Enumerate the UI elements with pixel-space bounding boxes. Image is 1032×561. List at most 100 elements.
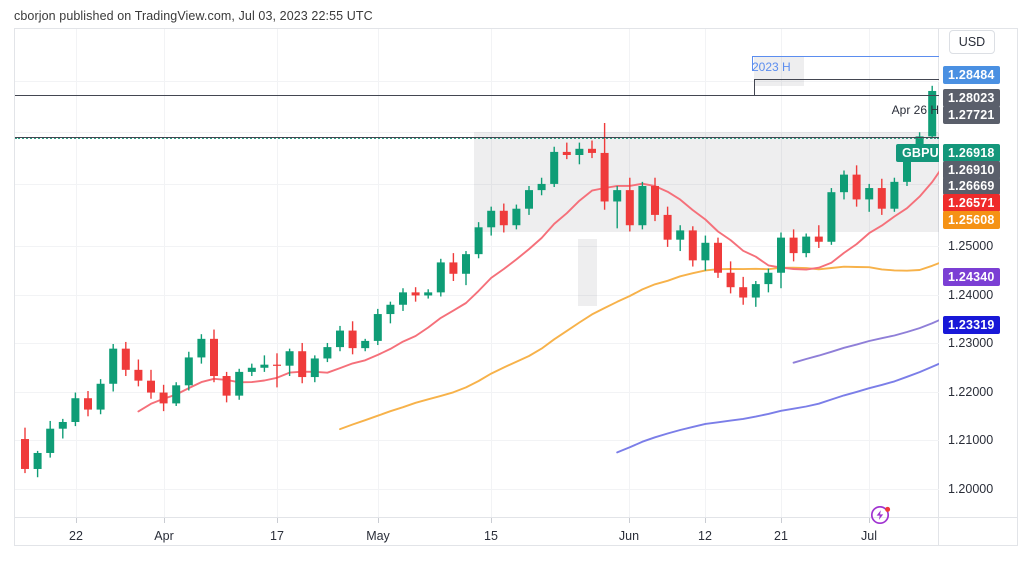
time-tick-15: 15 [484,529,498,543]
price-pill-2023-high[interactable]: 1.28484 [943,66,1000,84]
price-axis[interactable]: 1.25000 1.24000 1.23000 1.22000 1.21000 1.200… [940,29,1032,517]
candle-up [386,304,395,315]
candle-up [373,314,382,341]
candle-up [462,254,470,274]
2023-high-ray-tick [752,55,753,72]
time-tick-mark [705,518,706,523]
annotation-apr-26-high: Apr 26 H [891,103,939,117]
candle-down [411,292,420,296]
time-tick-mark [164,518,165,523]
candle-down [147,380,155,393]
candle-down [625,190,634,226]
candle-up [701,242,710,261]
candle-up [184,357,193,386]
candle-up [361,340,370,349]
candle-down [877,188,886,209]
price-tick-1.23000: 1.23000 [948,336,994,350]
horizontal-gridline [15,80,939,82]
time-tick-mark [629,518,630,523]
price-pill-ma-purple[interactable]: 1.24340 [943,268,1000,286]
price-pill-1-26910[interactable]: 1.26910 [943,161,1000,179]
candle-up [903,155,911,182]
price-pill-ma-orange[interactable]: 1.25608 [943,211,1000,229]
price-pill-ma-red[interactable]: 1.26571 [943,194,1000,212]
time-tick-Jun: Jun [618,529,640,543]
time-tick-mark [491,518,492,523]
zone-june-low-zone [578,239,597,306]
vertical-gridline [378,29,379,517]
currency-label: USD [958,35,986,49]
candle-up [33,452,42,469]
level-line-level-1.26910 [15,136,939,138]
price-pill-apr26-high[interactable]: 1.27721 [943,106,1000,124]
candle-up [777,237,785,273]
candle-up [890,181,899,209]
time-tick-21: 21 [774,529,788,543]
candle-up [613,190,622,202]
horizontal-gridline [15,132,939,134]
candle-up [865,188,874,200]
candle-down [273,364,281,366]
candle-down [21,439,29,469]
candle-up [550,151,559,184]
time-tick-mark [378,518,379,523]
time-tick-Jul: Jul [861,529,877,543]
candle-up [537,183,546,191]
horizontal-gridline [15,489,939,490]
candle-down [651,185,659,215]
time-tick-22: 22 [69,529,83,543]
horizontal-gridline [15,183,939,185]
price-tick-1.24000: 1.24000 [948,288,994,302]
level-line-Apr 26 H [15,95,939,97]
time-tick-mark [781,518,782,523]
candle-up [323,347,332,359]
tradingview-lightning-icon[interactable] [869,502,893,526]
price-pill-last-price[interactable]: 1.26918 [943,144,1000,162]
attribution-text: cborjon published on TradingView.com, Ju… [14,9,373,23]
level-line-2023 H [752,55,939,57]
candle-up [235,371,244,396]
candle-up [827,192,836,242]
level-line-level-1.28023 [754,79,939,81]
price-pill-1-26669[interactable]: 1.26669 [943,177,1000,195]
candle-up [310,358,319,378]
currency-selector[interactable]: USD [949,30,995,54]
candle-up [764,272,773,285]
horizontal-gridline [15,440,939,441]
price-tick-1.25000: 1.25000 [948,239,994,253]
candle-down [210,338,218,377]
time-tick-17: 17 [270,529,284,543]
candle-up [840,174,848,193]
ma-blue [616,362,939,454]
candle-up [638,185,647,226]
candle-up [197,338,206,358]
ma-orange [339,262,939,431]
candle-up [58,421,67,429]
candle-down [298,351,307,378]
candle-down [84,398,92,410]
candle-up [247,367,256,372]
candle-up [512,208,521,226]
candle-down [688,230,697,261]
price-tick-1.21000: 1.21000 [948,433,994,447]
candle-up [399,292,407,305]
zone-top-small-zone [754,55,804,86]
candle-down [588,148,596,153]
vertical-gridline [76,29,77,517]
price-pill-ma-blue[interactable]: 1.23319 [943,316,1000,334]
vertical-gridline [164,29,165,517]
candle-down [789,237,798,254]
vertical-gridline [705,29,706,517]
candle-down [134,369,143,381]
candle-up [928,90,937,137]
horizontal-gridline [15,392,939,393]
chart-plot-area[interactable]: 2023 H Apr 26 H GBPUSD [15,29,939,517]
price-tick-1.22000: 1.22000 [948,385,994,399]
horizontal-gridline [15,295,939,296]
candle-up [525,190,533,209]
time-tick-12: 12 [698,529,712,543]
price-pill-1-28023[interactable]: 1.28023 [943,89,1000,107]
candle-down [714,242,722,273]
apr26-ray-tick [754,79,755,96]
